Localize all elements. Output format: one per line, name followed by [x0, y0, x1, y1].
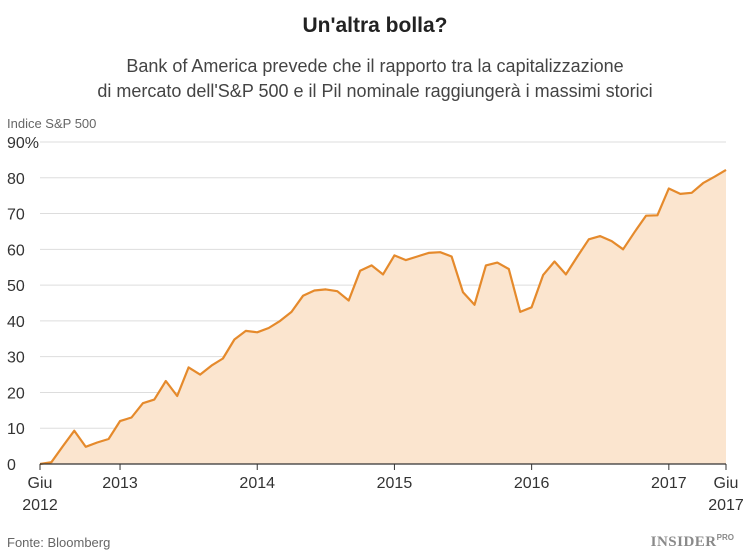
x-axis-ticks: Giu 2012 2013 2014 2015 2016 2017 Giu 2017: [22, 464, 744, 514]
y-axis-label: Indice S&P 500: [7, 116, 97, 131]
logo-text: INSIDER: [650, 534, 717, 550]
series-line: [39, 168, 727, 466]
y-axis-ticks: 90% 80 70 60 50 40 30 20 10 0: [7, 135, 39, 474]
y-tick-label-9: 0: [7, 457, 16, 474]
y-tick-label-5: 40: [7, 314, 25, 331]
x-tick-label-1: 2013: [102, 475, 138, 492]
x-tick-label-5: 2017: [651, 475, 687, 492]
x-tick-label-6: Giu: [714, 475, 739, 492]
y-tick-label-6: 30: [7, 350, 25, 367]
insider-pro-logo: INSIDERPRO: [651, 533, 734, 551]
x-tick-sublabel-0: 2012: [22, 497, 58, 514]
logo-sup: PRO: [716, 533, 734, 542]
x-tick-sublabel-6: 2017: [708, 497, 744, 514]
x-tick-label-0: Giu: [28, 475, 53, 492]
y-tick-label-7: 20: [7, 385, 25, 402]
chart-title: Un'altra bolla?: [302, 14, 448, 37]
area-fill: [40, 169, 726, 464]
y-tick-label-0: 90%: [7, 135, 39, 152]
y-tick-label-1: 80: [7, 171, 25, 188]
chart-subtitle: Bank of America prevede che il rapporto …: [0, 54, 750, 104]
y-tick-label-4: 50: [7, 278, 25, 295]
y-tick-label-3: 60: [7, 242, 25, 259]
area-chart: 90% 80 70 60 50 40 30 20 10 0 Giu 2012 2013 2014 2015…: [7, 135, 744, 514]
subtitle-line-2: di mercato dell'S&P 500 e il Pil nominal…: [97, 81, 653, 101]
source-note: Fonte: Bloomberg: [7, 535, 111, 550]
subtitle-line-1: Bank of America prevede che il rapporto …: [126, 56, 624, 76]
y-tick-label-8: 10: [7, 421, 25, 438]
x-tick-label-2: 2014: [239, 475, 275, 492]
y-tick-label-2: 70: [7, 207, 25, 224]
x-tick-label-3: 2015: [377, 475, 413, 492]
x-tick-label-4: 2016: [514, 475, 550, 492]
